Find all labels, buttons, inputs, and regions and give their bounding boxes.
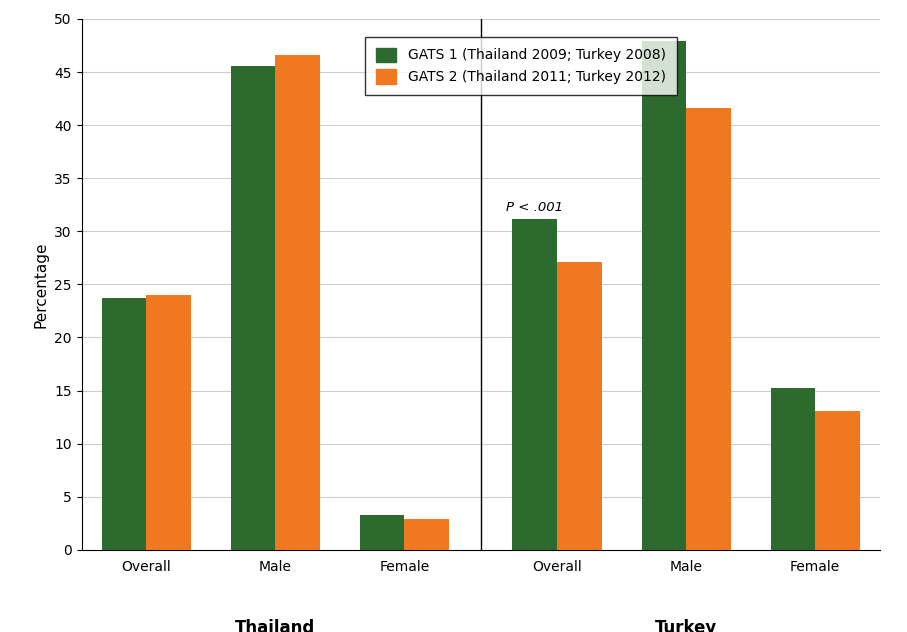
Y-axis label: Percentage: Percentage: [34, 241, 49, 327]
Bar: [360, 515, 405, 550]
Bar: [276, 55, 320, 550]
Bar: [230, 66, 276, 550]
Bar: [512, 219, 557, 550]
Text: P < .001: P < .001: [506, 202, 563, 214]
Legend: GATS 1 (Thailand 2009; Turkey 2008), GATS 2 (Thailand 2011; Turkey 2012): GATS 1 (Thailand 2009; Turkey 2008), GAT…: [365, 37, 677, 95]
Bar: [641, 41, 686, 550]
Bar: [102, 298, 146, 550]
Text: Turkey: Turkey: [655, 619, 717, 632]
Bar: [686, 108, 731, 550]
Bar: [815, 411, 860, 550]
Bar: [405, 519, 449, 550]
Text: Thailand: Thailand: [235, 619, 316, 632]
Bar: [557, 262, 601, 550]
Bar: [146, 295, 190, 550]
Bar: [771, 389, 815, 550]
